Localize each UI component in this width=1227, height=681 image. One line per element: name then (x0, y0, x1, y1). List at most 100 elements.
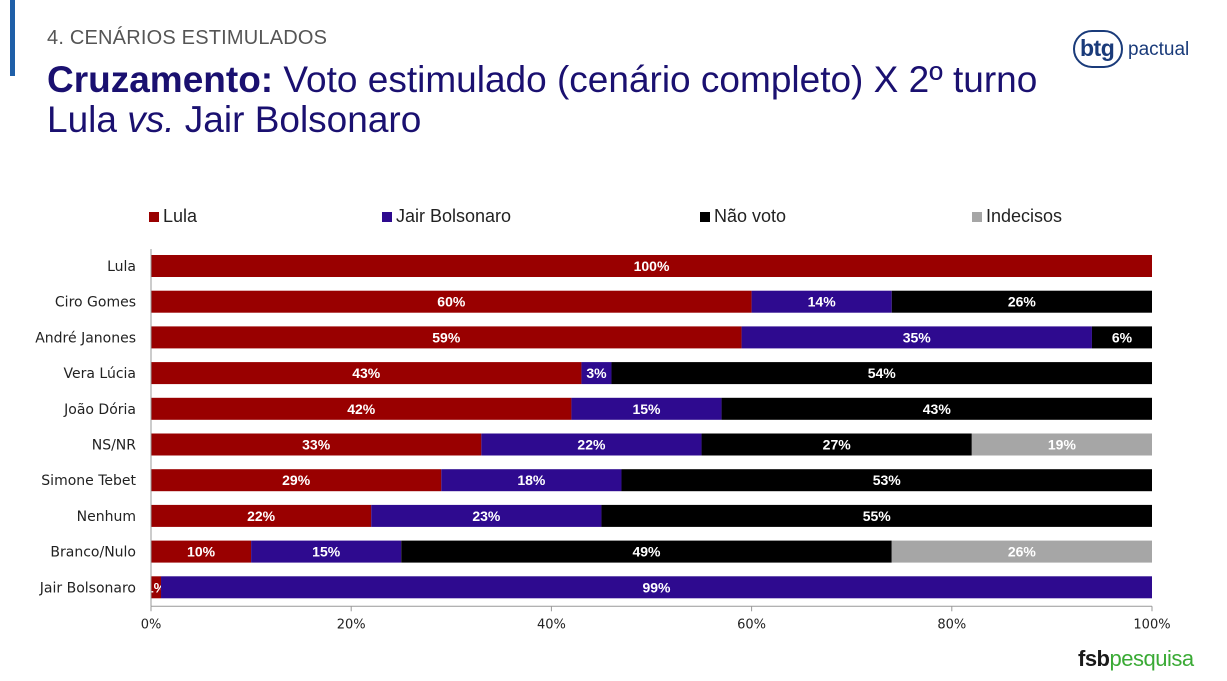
data-label: 18% (517, 472, 546, 488)
legend-swatch (700, 211, 710, 222)
bar-segment (151, 504, 372, 527)
page-title: Cruzamento: Voto estimulado (cenário com… (47, 60, 1087, 140)
category-label: João Dória (63, 402, 136, 418)
bar-segment (971, 433, 1152, 456)
data-label: 99% (642, 579, 671, 595)
category-label: Lula (107, 259, 136, 275)
stacked-bar-chart: Lula Ciro Gomes André Janones Vera Lúcia Joã… (35, 249, 1171, 632)
bar-segment (441, 469, 622, 492)
legend-label: Lula (163, 206, 198, 226)
data-label: 35% (903, 329, 932, 345)
x-tick-label: 100% (1133, 617, 1170, 632)
x-tick-label: 60% (737, 617, 766, 632)
bar-segment (741, 326, 1092, 349)
bar-segment (621, 469, 1152, 492)
bar-segment (1091, 326, 1152, 349)
bar-segment (151, 576, 162, 599)
bar-segment (891, 290, 1152, 313)
data-label: 53% (873, 472, 902, 488)
bar-segment (161, 576, 1152, 599)
bar-segment (701, 433, 972, 456)
legend-swatch (149, 211, 159, 222)
category-label: Vera Lúcia (64, 366, 136, 382)
section-label: 4. CENÁRIOS ESTIMULADOS (47, 27, 328, 49)
bar-segment (601, 504, 1152, 527)
data-label: 10% (187, 544, 216, 560)
legend-item: Não voto (700, 206, 786, 227)
data-label: 42% (347, 401, 376, 417)
logo-pactual-text: pactual (1128, 39, 1190, 60)
x-tick-label: 40% (537, 617, 566, 632)
data-label: 27% (823, 437, 852, 453)
data-label: 22% (577, 437, 606, 453)
data-label: 49% (632, 544, 661, 560)
legend-swatch (382, 211, 392, 222)
data-label: 14% (808, 294, 837, 310)
bar-segment (151, 469, 442, 492)
header-accent-bar (10, 0, 15, 76)
bar-segment (581, 362, 612, 385)
title-bold: Cruzamento: (47, 59, 274, 100)
fsb-pesquisa-logo: fsbpesquisa (1078, 646, 1194, 672)
bar-segment (151, 290, 752, 313)
bar-segment (151, 326, 742, 349)
legend-item: Jair Bolsonaro (382, 206, 511, 227)
bar-segment (151, 540, 252, 563)
data-label: 23% (472, 508, 501, 524)
logo-ring (1073, 30, 1123, 68)
category-label: André Janones (35, 330, 136, 346)
bar-segment (721, 397, 1152, 420)
bar-segment (151, 433, 482, 456)
data-label: 26% (1008, 294, 1037, 310)
logo-btg-text: btg (1080, 35, 1115, 61)
data-label: 19% (1048, 437, 1077, 453)
x-tick-label: 80% (937, 617, 966, 632)
category-label: Simone Tebet (41, 473, 136, 489)
category-label: NS/NR (92, 438, 137, 454)
data-label: 33% (302, 437, 331, 453)
logo-fsb-text: fsb (1078, 646, 1110, 671)
data-label: 43% (923, 401, 952, 417)
data-label: 100% (634, 258, 670, 274)
data-label: 26% (1008, 544, 1037, 560)
bar-segment (251, 540, 402, 563)
bar-segment (151, 362, 582, 385)
data-label: 6% (1112, 329, 1133, 345)
bar-segment (611, 362, 1152, 385)
data-label: 22% (247, 508, 276, 524)
data-label: 3% (586, 365, 607, 381)
logo-pesquisa-text: pesquisa (1109, 646, 1195, 671)
title-part2: Jair Bolsonaro (174, 99, 422, 140)
data-label: 59% (432, 329, 461, 345)
data-label: 15% (312, 544, 341, 560)
bar-segment (371, 504, 602, 527)
legend-item: Indecisos (972, 206, 1062, 227)
bar-segment (891, 540, 1152, 563)
legend-item: Lula (149, 206, 197, 227)
x-tick-label: 20% (337, 617, 366, 632)
bar-segment (571, 397, 722, 420)
legend-label: Indecisos (986, 206, 1063, 226)
data-label: 43% (352, 365, 381, 381)
data-label: 54% (868, 365, 897, 381)
data-label: 55% (863, 508, 892, 524)
category-label: Jair Bolsonaro (39, 580, 136, 596)
category-label: Branco/Nulo (50, 545, 136, 561)
title-italic: vs. (127, 99, 175, 140)
legend-label: Jair Bolsonaro (396, 206, 512, 226)
bar-segment (751, 290, 892, 313)
category-label: Ciro Gomes (55, 295, 136, 311)
category-label: Nenhum (77, 509, 136, 525)
x-tick-label: 0% (141, 617, 162, 632)
legend-label: Não voto (714, 206, 787, 226)
data-label: 15% (632, 401, 661, 417)
data-label: 60% (437, 294, 466, 310)
legend-swatch (972, 211, 982, 222)
data-label: 29% (282, 472, 311, 488)
bar-segment (151, 397, 572, 420)
bar-segment (481, 433, 702, 456)
title-part1: Voto estimulado (cenário completo) X 2º … (47, 59, 1038, 140)
btg-pactual-logo: btg pactual (1073, 30, 1197, 70)
bar-segment (401, 540, 892, 563)
bar-segment (151, 255, 1152, 277)
